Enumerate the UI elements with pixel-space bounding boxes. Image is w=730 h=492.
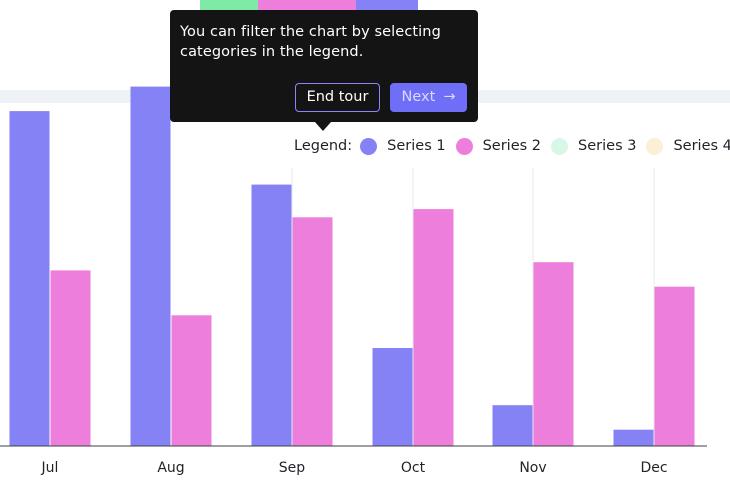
x-tick-label-sep: Sep: [279, 460, 306, 476]
arrow-right-icon: →: [443, 89, 456, 105]
bar-series-1-nov[interactable]: [492, 405, 533, 446]
legend-item-series-1[interactable]: Series 1: [360, 137, 446, 155]
tooltip-message: You can filter the chart by selecting ca…: [180, 24, 441, 60]
tour-tooltip: You can filter the chart by selecting ca…: [170, 10, 478, 131]
legend-label-series-1: Series 1: [387, 138, 446, 154]
next-button[interactable]: Next →: [390, 83, 467, 112]
legend-title: Legend:: [294, 138, 353, 154]
x-tick-label-aug: Aug: [157, 460, 184, 476]
end-tour-label: End tour: [306, 89, 369, 105]
bar-series-2-nov[interactable]: [533, 262, 574, 446]
legend-item-series-3[interactable]: Series 3: [551, 137, 637, 155]
x-tick-label-jul: Jul: [41, 460, 59, 476]
bar-series-2-oct[interactable]: [413, 209, 454, 446]
legend-swatch-series-3: [551, 137, 569, 155]
legend-label-series-4: Series 4: [673, 138, 730, 154]
pie-slice-green: [200, 0, 260, 12]
bar-series-2-sep[interactable]: [292, 217, 333, 446]
bar-series-2-dec[interactable]: [654, 286, 695, 446]
bar-series-1-aug[interactable]: [130, 86, 171, 446]
end-tour-button[interactable]: End tour: [295, 83, 380, 112]
partial-pie-chart-top: [200, 0, 418, 12]
legend-label-series-2: Series 2: [482, 138, 542, 154]
legend-swatch-series-1: [360, 137, 378, 155]
pie-slice-pink: [258, 0, 358, 12]
legend-item-series-4[interactable]: Series 4: [646, 137, 730, 155]
legend-item-series-2[interactable]: Series 2: [455, 137, 542, 155]
legend-swatch-series-4: [646, 137, 664, 155]
next-label: Next: [401, 89, 436, 105]
bar-series-1-jul[interactable]: [9, 111, 50, 446]
bar-series-1-dec[interactable]: [613, 429, 654, 446]
x-tick-label-nov: Nov: [519, 460, 546, 476]
chart-legend: Legend: Series 1 Series 2 Series 3 Serie…: [294, 135, 730, 157]
legend-swatch-series-2: [455, 137, 473, 155]
bar-series-2-jul[interactable]: [50, 270, 91, 446]
bar-series-1-oct[interactable]: [372, 348, 413, 446]
tooltip-pointer: [315, 122, 331, 131]
x-tick-label-oct: Oct: [401, 460, 426, 476]
x-tick-label-dec: Dec: [640, 460, 667, 476]
bar-series-1-sep[interactable]: [251, 184, 292, 446]
pie-slice-purple: [356, 0, 418, 12]
bar-series-2-aug[interactable]: [171, 315, 212, 446]
legend-label-series-3: Series 3: [578, 138, 637, 154]
